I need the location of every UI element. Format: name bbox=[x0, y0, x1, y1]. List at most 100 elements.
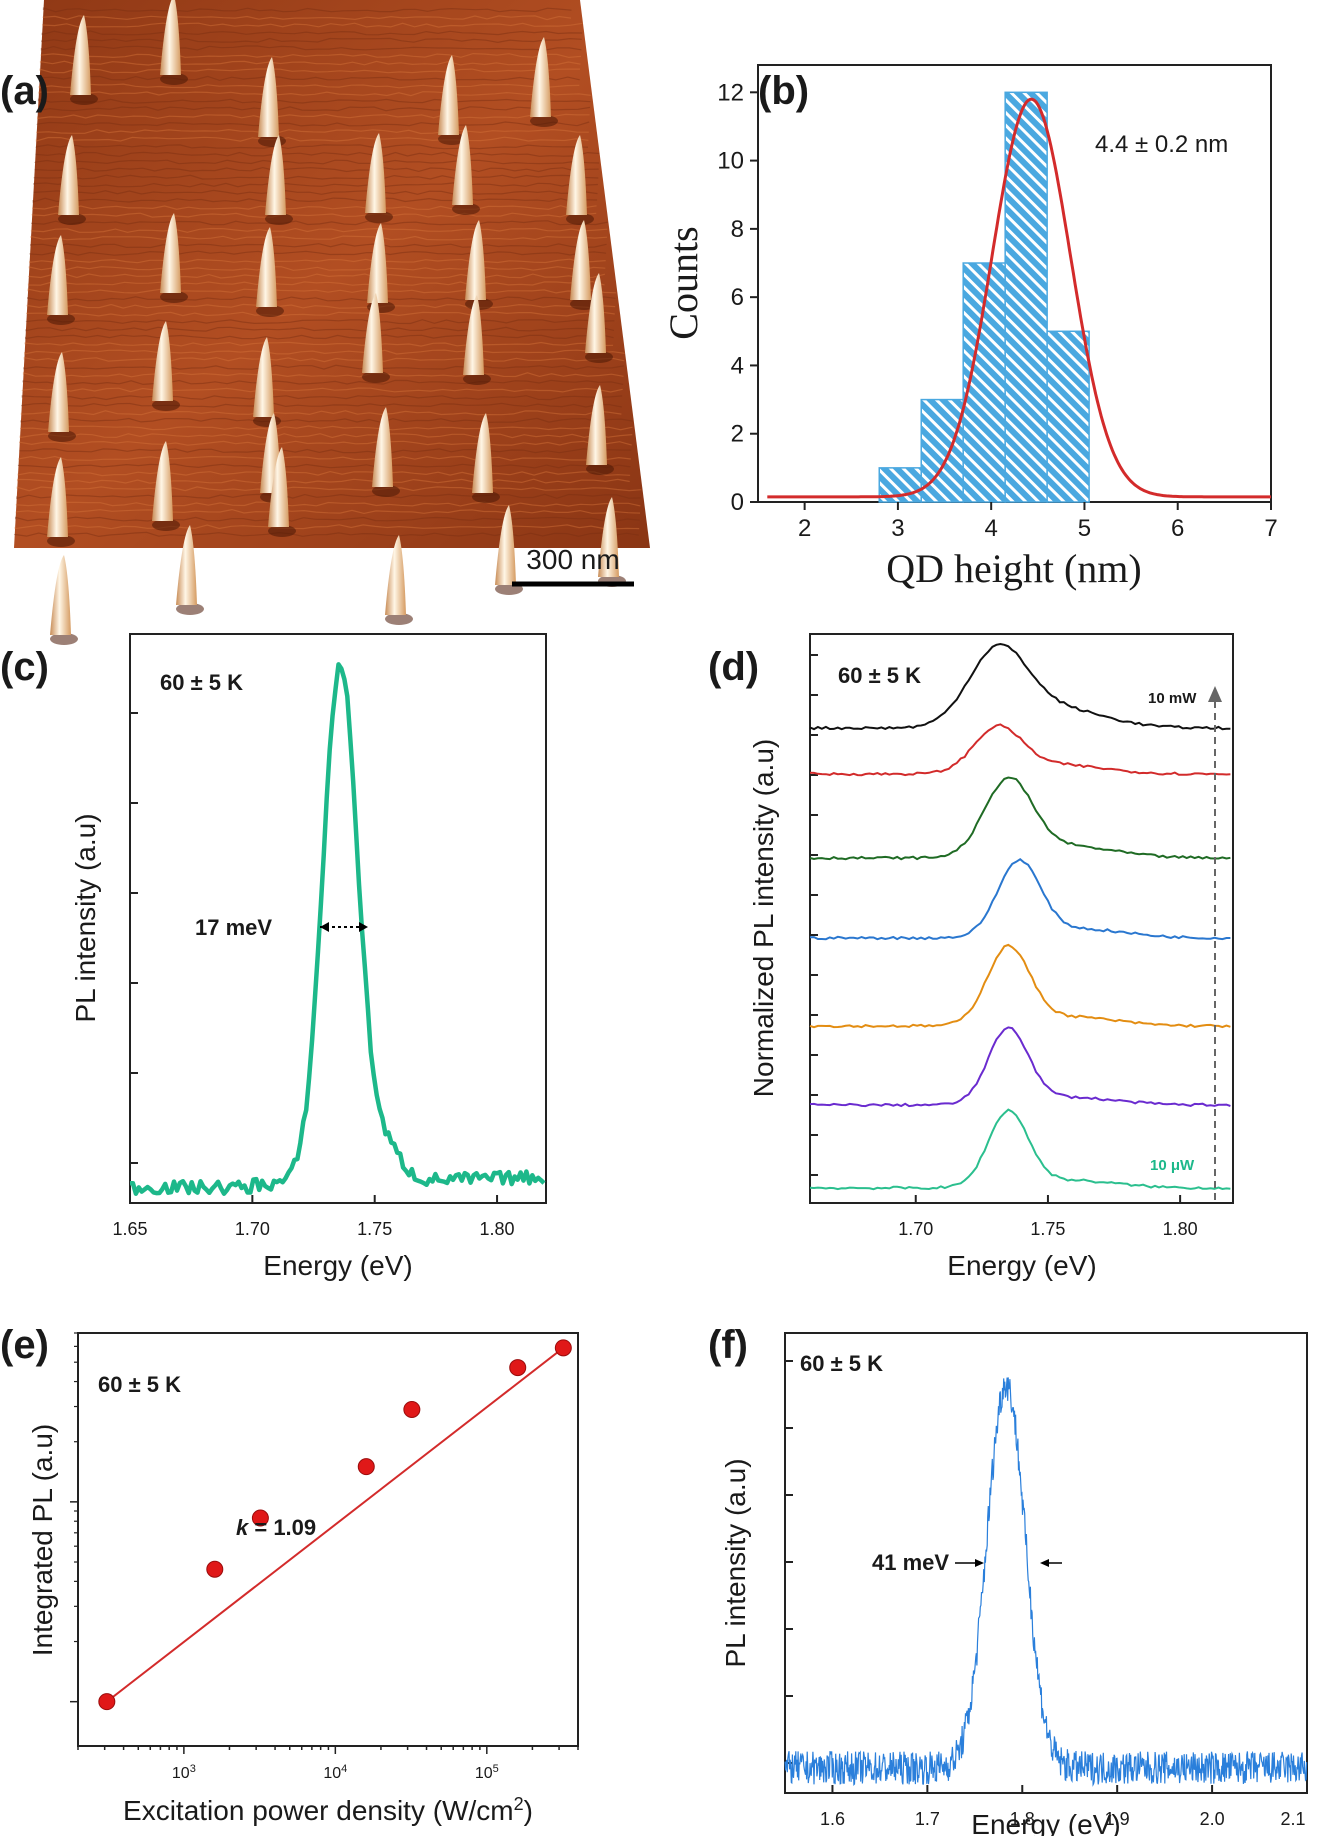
data-point-4 bbox=[357, 1458, 375, 1476]
panel-f-ylabel: PL intensity (a.u) bbox=[720, 1458, 751, 1667]
k-symbol: k bbox=[236, 1515, 250, 1540]
panel-b-ytick-label: 0 bbox=[731, 489, 744, 516]
panel-c-xtick-label: 1.65 bbox=[112, 1219, 147, 1239]
panel-b-xtick-label: 2 bbox=[798, 515, 811, 542]
panel-d-label: (d) bbox=[708, 645, 759, 689]
data-point-7 bbox=[554, 1339, 572, 1357]
panel-b-ylabel: Counts bbox=[661, 226, 706, 339]
histogram-bar-5 bbox=[1046, 330, 1090, 503]
panel-d-power-series: (d) 1.70 1.75 1.80 60 ± 5 K 10 mW 10 μW En… bbox=[708, 633, 1234, 1281]
panel-d-temperature: 60 ± 5 K bbox=[838, 663, 921, 688]
panel-e-xlabel: Excitation power density (W/cm2) bbox=[123, 1794, 533, 1826]
panel-b-height-histogram: (b) 2 3 4 5 6 7 0 2 4 6 8 10 12 4.4 ± 0.2 nm QD heig… bbox=[661, 64, 1278, 591]
panel-c-label: (c) bbox=[0, 645, 49, 689]
panel-c-fwhm-arrow bbox=[320, 922, 368, 932]
panel-f-xtick-label: 1.7 bbox=[915, 1809, 940, 1829]
panel-d-ylabel: Normalized PL intensity (a.u) bbox=[748, 739, 779, 1097]
panel-d-ticks: 1.70 1.75 1.80 bbox=[810, 654, 1198, 1239]
panel-b-ytick-label: 4 bbox=[731, 352, 744, 379]
panel-a-afm-image: (a) 300 nm bbox=[0, 0, 650, 645]
panel-c-fwhm-label: 17 meV bbox=[195, 915, 272, 940]
panel-f-xtick-label: 1.6 bbox=[820, 1809, 845, 1829]
panel-e-ylabel: Integrated PL (a.u) bbox=[27, 1424, 58, 1656]
data-point-3 bbox=[251, 1509, 269, 1527]
panel-e-xlabel-sup: 2 bbox=[514, 1794, 524, 1814]
data-point-5 bbox=[403, 1400, 421, 1418]
panel-c-xtick-label: 1.80 bbox=[480, 1219, 515, 1239]
pl-spectrum-line bbox=[129, 662, 546, 1196]
panel-f-fwhm-arrows bbox=[955, 1559, 1062, 1567]
spectrum-line-1 bbox=[809, 642, 1231, 731]
panel-e-ticks: 103 104 105 bbox=[70, 1332, 579, 1782]
panel-d-xtick-label: 1.80 bbox=[1163, 1219, 1198, 1239]
data-point-2 bbox=[206, 1560, 224, 1578]
panel-c-frame bbox=[129, 633, 547, 1204]
panel-c-xtick-label: 1.75 bbox=[357, 1219, 392, 1239]
panel-b-ytick-label: 2 bbox=[731, 421, 744, 448]
data-point-1 bbox=[98, 1693, 116, 1711]
panel-d-spectra bbox=[809, 642, 1231, 1191]
k-value-annotation: k = 1.09 bbox=[236, 1515, 316, 1540]
gaussian-fit-line bbox=[767, 97, 1271, 499]
spectrum-line-7 bbox=[809, 1108, 1231, 1191]
data-point-6 bbox=[509, 1359, 527, 1377]
panel-c-xlabel: Energy (eV) bbox=[263, 1250, 412, 1281]
panel-e-temperature: 60 ± 5 K bbox=[98, 1372, 181, 1397]
spectrum-line-6 bbox=[809, 1026, 1231, 1108]
panel-f-pl-spectrum: (f) 1.6 1.7 1.8 1.9 2.0 2.1 60 ± 5 K 41 meV E… bbox=[708, 1323, 1308, 1836]
afm-surface bbox=[14, 0, 650, 548]
panel-d-xlabel: Energy (eV) bbox=[947, 1250, 1096, 1281]
panel-f-xtick-label: 2.0 bbox=[1200, 1809, 1225, 1829]
panel-b-xlabel: QD height (nm) bbox=[886, 546, 1142, 591]
panel-b-xtick-label: 6 bbox=[1171, 515, 1184, 542]
panel-c-temperature: 60 ± 5 K bbox=[160, 670, 243, 695]
spectrum-line-5 bbox=[809, 943, 1231, 1029]
panel-d-xtick-label: 1.75 bbox=[1030, 1219, 1065, 1239]
scale-bar-label: 300 nm bbox=[526, 544, 619, 575]
panel-c-ticks: 1.65 1.70 1.75 1.80 bbox=[112, 712, 515, 1239]
panel-e-xtick-label: 104 bbox=[323, 1763, 347, 1782]
spectrum-line-4 bbox=[809, 857, 1231, 941]
panel-e-xtick-label: 103 bbox=[172, 1763, 196, 1782]
k-value: = 1.09 bbox=[248, 1515, 316, 1540]
panel-b-label: (b) bbox=[758, 69, 809, 113]
power-direction-arrow bbox=[1208, 686, 1222, 1200]
low-power-label: 10 μW bbox=[1150, 1157, 1195, 1174]
histogram-bar-4 bbox=[1004, 91, 1048, 503]
panel-e-xlabel-end: ) bbox=[524, 1795, 533, 1826]
panel-b-ytick-label: 10 bbox=[717, 148, 744, 175]
panel-f-xlabel: Energy (eV) bbox=[971, 1809, 1120, 1836]
spectrum-line-3 bbox=[809, 776, 1231, 861]
high-power-label: 10 mW bbox=[1148, 690, 1197, 707]
panel-c-ylabel: PL intensity (a.u) bbox=[70, 813, 101, 1022]
afm-quantum-dots bbox=[47, 0, 626, 645]
panel-e-label: (e) bbox=[0, 1323, 49, 1367]
panel-e-xlabel-main: Excitation power density (W/cm bbox=[123, 1795, 514, 1826]
panel-e-xtick-label: 105 bbox=[475, 1763, 499, 1782]
pl-spectrum-noisy-line bbox=[784, 1377, 1308, 1787]
panel-f-xtick-label: 1.9 bbox=[1105, 1809, 1130, 1829]
panel-f-temperature: 60 ± 5 K bbox=[800, 1351, 883, 1376]
panel-e-power-dependence: (e) 103 104 105 60 ± 5 K k = 1.09 Excitati… bbox=[0, 1323, 579, 1826]
panel-f-label: (f) bbox=[708, 1323, 748, 1367]
power-law-fit-line bbox=[106, 1347, 564, 1703]
spectrum-line-2 bbox=[809, 723, 1231, 777]
panel-d-xtick-label: 1.70 bbox=[898, 1219, 933, 1239]
panel-b-xtick-label: 4 bbox=[985, 515, 998, 542]
panel-b-ticks: 2 3 4 5 6 7 0 2 4 6 8 10 12 bbox=[717, 79, 1277, 542]
height-annotation: 4.4 ± 0.2 nm bbox=[1095, 131, 1228, 158]
panel-b-ytick-label: 6 bbox=[731, 284, 744, 311]
panel-c-xtick-label: 1.70 bbox=[235, 1219, 270, 1239]
panel-d-frame bbox=[809, 633, 1234, 1204]
afm-surface-texture bbox=[13, 7, 642, 538]
panel-f-ticks: 1.6 1.7 1.8 1.9 2.0 2.1 bbox=[785, 1360, 1308, 1829]
panel-b-xtick-label: 3 bbox=[891, 515, 904, 542]
panel-f-fwhm-label: 41 meV bbox=[872, 1550, 949, 1575]
panel-b-xtick-label: 5 bbox=[1078, 515, 1091, 542]
panel-b-ytick-label: 12 bbox=[717, 79, 744, 106]
panel-a-label: (a) bbox=[0, 69, 49, 113]
panel-f-xtick-label: 2.1 bbox=[1280, 1809, 1305, 1829]
panel-c-pl-spectrum: (c) 1.65 1.70 1.75 1.80 60 ± 5 K 17 meV Ene… bbox=[0, 633, 547, 1281]
panel-f-xtick-label: 1.8 bbox=[1010, 1809, 1035, 1829]
